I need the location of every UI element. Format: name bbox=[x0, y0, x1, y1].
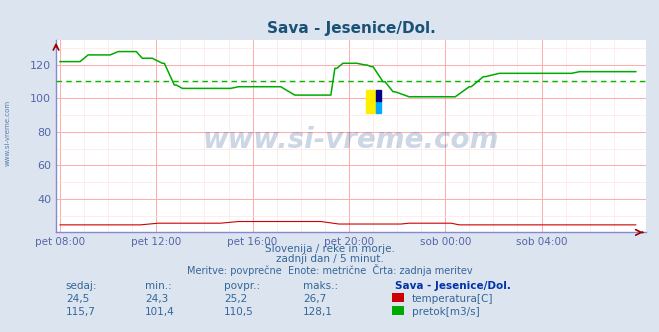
Text: 101,4: 101,4 bbox=[145, 307, 175, 317]
Text: Meritve: povprečne  Enote: metrične  Črta: zadnja meritev: Meritve: povprečne Enote: metrične Črta:… bbox=[186, 264, 473, 276]
Text: 26,7: 26,7 bbox=[303, 294, 326, 304]
Text: temperatura[C]: temperatura[C] bbox=[412, 294, 494, 304]
Bar bbox=[366, 90, 376, 113]
Text: Sava - Jesenice/Dol.: Sava - Jesenice/Dol. bbox=[395, 281, 511, 290]
Text: min.:: min.: bbox=[145, 281, 172, 290]
Bar bbox=[376, 90, 381, 102]
Text: zadnji dan / 5 minut.: zadnji dan / 5 minut. bbox=[275, 254, 384, 264]
Text: www.si-vreme.com: www.si-vreme.com bbox=[5, 100, 11, 166]
Text: www.si-vreme.com: www.si-vreme.com bbox=[203, 126, 499, 154]
Text: 25,2: 25,2 bbox=[224, 294, 247, 304]
Text: maks.:: maks.: bbox=[303, 281, 338, 290]
Text: sedaj:: sedaj: bbox=[66, 281, 98, 290]
Text: 128,1: 128,1 bbox=[303, 307, 333, 317]
Text: povpr.:: povpr.: bbox=[224, 281, 260, 290]
Text: 24,3: 24,3 bbox=[145, 294, 168, 304]
Text: 24,5: 24,5 bbox=[66, 294, 89, 304]
Text: 115,7: 115,7 bbox=[66, 307, 96, 317]
Text: Slovenija / reke in morje.: Slovenija / reke in morje. bbox=[264, 244, 395, 254]
Bar bbox=[376, 102, 381, 113]
Text: 110,5: 110,5 bbox=[224, 307, 254, 317]
Text: pretok[m3/s]: pretok[m3/s] bbox=[412, 307, 480, 317]
Title: Sava - Jesenice/Dol.: Sava - Jesenice/Dol. bbox=[266, 21, 436, 36]
